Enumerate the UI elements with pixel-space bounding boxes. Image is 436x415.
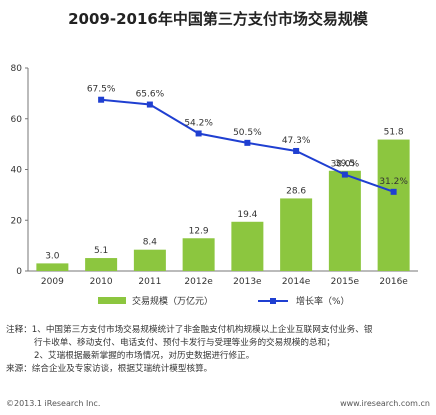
bar-5: [280, 198, 313, 271]
x-tick-label-0: 2009: [41, 277, 64, 287]
chart-area: 0 20 40 60 80 2009 2010 2011 2012e 2013e 2014e 201…: [11, 64, 418, 307]
bar-value-label-4: 19.4: [237, 210, 257, 220]
growth-point-5: [341, 171, 348, 178]
x-tick-label-6: 2015e: [331, 277, 360, 287]
x-tick-label-7: 2016e: [379, 277, 408, 287]
bar-1: [85, 258, 118, 271]
note-source: 来源：综合企业及专家访谈，根据艾瑞统计模型核算。: [6, 364, 213, 374]
bar-0: [36, 263, 69, 271]
y-tick-label-0: 0: [16, 267, 22, 277]
x-tick-label-5: 2014e: [282, 277, 311, 287]
bar-4: [231, 221, 264, 271]
growth-label-4: 47.3%: [282, 136, 311, 146]
bar-2: [133, 249, 166, 271]
copyright-text: ©2013.1 iResearch Inc.: [6, 399, 101, 408]
growth-label-6: 31.2%: [379, 177, 408, 187]
y-tick-label-1: 20: [11, 216, 23, 226]
x-tick-label-1: 2010: [90, 277, 113, 287]
growth-point-3: [244, 139, 251, 146]
growth-point-4: [293, 147, 300, 154]
legend-line-marker: [270, 298, 276, 304]
bar-value-label-2: 8.4: [143, 238, 158, 248]
growth-label-3: 50.5%: [233, 128, 262, 138]
growth-point-1: [146, 101, 153, 108]
note-line-1: 注释：1、中国第三方支付市场交易规模统计了非金融支付机构规模以上企业互联网支付业…: [6, 325, 373, 335]
growth-point-0: [98, 96, 105, 103]
chart-title: 2009-2016年中国第三方支付市场交易规模: [68, 10, 368, 28]
growth-point-2: [195, 130, 202, 137]
legend-bar-swatch: [98, 297, 126, 304]
bar-value-label-3: 12.9: [189, 226, 209, 236]
bar-7: [377, 139, 410, 271]
x-tick-label-4: 2013e: [233, 277, 262, 287]
x-tick-label-3: 2012e: [184, 277, 213, 287]
bar-3: [182, 238, 215, 271]
bar-value-label-5: 28.6: [286, 186, 306, 196]
growth-point-6: [390, 188, 397, 195]
growth-label-5: 38.0%: [331, 160, 360, 170]
note-line-2: 行卡收单、移动支付、电话支付、预付卡发行与受理等业务的交易规模的总和；: [34, 338, 335, 348]
chart-notes: 注释：1、中国第三方支付市场交易规模统计了非金融支付机构规模以上企业互联网支付业…: [6, 324, 432, 376]
y-tick-label-2: 40: [11, 166, 23, 176]
bar-value-label-7: 51.8: [384, 128, 404, 138]
note-line-3: 2、艾瑞根据最新掌握的市场情况，对历史数据进行修正。: [34, 351, 255, 361]
growth-label-1: 65.6%: [136, 90, 165, 100]
bar-value-label-6: 39.5: [335, 159, 355, 169]
legend-bar-label: 交易规模（万亿元）: [132, 295, 213, 307]
website-text: www.iresearch.com.cn: [340, 399, 430, 408]
y-tick-label-4: 80: [11, 64, 23, 74]
y-tick-label-3: 60: [11, 115, 23, 125]
x-tick-label-2: 2011: [138, 277, 161, 287]
legend-line-label: 增长率（%）: [296, 295, 350, 307]
growth-label-0: 67.5%: [87, 85, 116, 95]
bar-value-label-1: 5.1: [94, 246, 108, 256]
growth-label-2: 54.2%: [184, 118, 213, 128]
bar-6: [328, 170, 361, 271]
bar-value-label-0: 3.0: [45, 251, 60, 261]
